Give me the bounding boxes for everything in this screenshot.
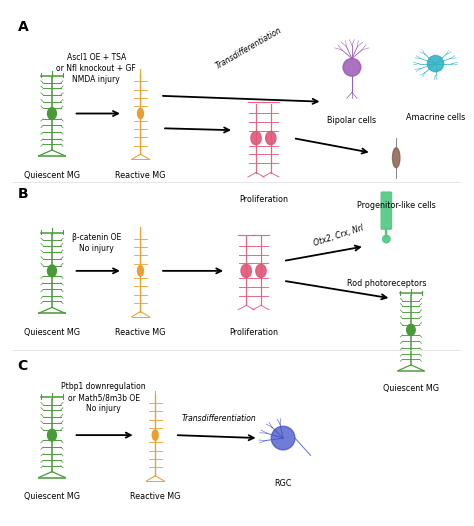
Ellipse shape [256, 264, 266, 278]
Text: Progenitor-like cells: Progenitor-like cells [357, 201, 436, 210]
Ellipse shape [47, 429, 56, 441]
Ellipse shape [271, 426, 295, 450]
Text: Ascl1 OE + TSA
or Nfl knockout + GF
NMDA injury: Ascl1 OE + TSA or Nfl knockout + GF NMDA… [56, 53, 136, 84]
FancyBboxPatch shape [381, 192, 392, 229]
Ellipse shape [47, 265, 56, 277]
Text: Transdifferentiation: Transdifferentiation [182, 414, 256, 423]
Text: Amacrine cells: Amacrine cells [406, 113, 465, 122]
Ellipse shape [392, 148, 400, 168]
Text: B: B [18, 187, 28, 201]
Text: Rod photoreceptors: Rod photoreceptors [346, 279, 426, 288]
Text: A: A [18, 20, 28, 34]
Text: β-catenin OE
No injury: β-catenin OE No injury [72, 233, 121, 253]
Text: Quiescent MG: Quiescent MG [24, 328, 80, 337]
Text: Transdifferentiation: Transdifferentiation [214, 26, 283, 71]
Text: Reactive MG: Reactive MG [115, 170, 165, 179]
Text: Quiescent MG: Quiescent MG [24, 170, 80, 179]
Ellipse shape [265, 132, 276, 145]
Ellipse shape [152, 430, 158, 440]
Ellipse shape [137, 108, 144, 119]
Ellipse shape [241, 264, 251, 278]
Text: Quiescent MG: Quiescent MG [383, 384, 439, 393]
Text: Proliferation: Proliferation [239, 195, 288, 204]
Ellipse shape [47, 108, 56, 119]
Text: C: C [18, 359, 28, 373]
Ellipse shape [343, 58, 361, 76]
Text: RGC: RGC [274, 479, 292, 488]
Text: Proliferation: Proliferation [229, 328, 278, 337]
Ellipse shape [251, 132, 261, 145]
Text: Otx2, Crx, Nrl: Otx2, Crx, Nrl [312, 224, 365, 248]
Ellipse shape [428, 55, 444, 72]
Text: Reactive MG: Reactive MG [115, 328, 165, 337]
Ellipse shape [137, 266, 144, 276]
Text: Bipolar cells: Bipolar cells [328, 116, 376, 126]
Text: Reactive MG: Reactive MG [130, 492, 181, 501]
Ellipse shape [383, 235, 390, 243]
Text: Quiescent MG: Quiescent MG [24, 492, 80, 501]
Text: Ptbp1 downregulation
or Math5/8m3b OE
No injury: Ptbp1 downregulation or Math5/8m3b OE No… [61, 382, 146, 413]
Ellipse shape [407, 324, 415, 336]
